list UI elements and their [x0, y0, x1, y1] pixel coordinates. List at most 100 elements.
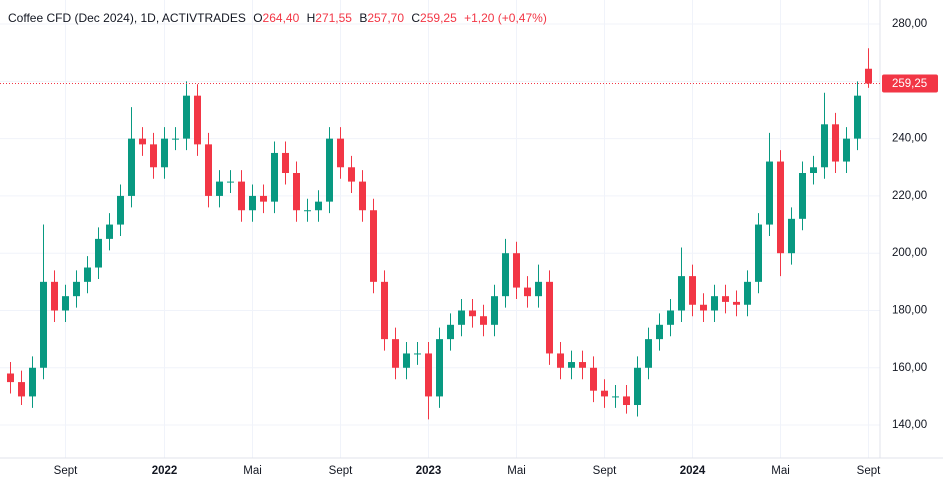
- candle-body: [810, 167, 817, 174]
- candle-body: [623, 396, 630, 406]
- candle-body: [260, 195, 267, 202]
- x-tick-label: Sept: [857, 465, 881, 477]
- x-tick-label: Mai: [507, 465, 526, 477]
- candle-body: [84, 267, 91, 282]
- y-tick-label: 140,00: [892, 419, 927, 431]
- candle-body: [172, 138, 179, 140]
- open-label: O: [253, 11, 262, 25]
- candle-body: [161, 138, 168, 168]
- candle-body: [832, 124, 839, 162]
- candle-body: [95, 238, 102, 268]
- candle-body: [513, 253, 520, 288]
- symbol-title: Coffee CFD (Dec 2024), 1D, ACTIVTRADES: [8, 11, 246, 25]
- candle-body: [634, 367, 641, 406]
- close-label: C: [411, 11, 420, 25]
- candle-body: [612, 396, 619, 398]
- y-tick-label: 240,00: [892, 133, 927, 145]
- y-tick-label: 280,00: [892, 18, 927, 30]
- candle-body: [62, 296, 69, 311]
- candle-body: [337, 138, 344, 168]
- candle-body: [766, 161, 773, 225]
- candle-body: [348, 167, 355, 182]
- candle-body: [183, 95, 190, 139]
- candle-body: [469, 310, 476, 317]
- candle-body: [678, 276, 685, 311]
- candle-body: [194, 95, 201, 145]
- candle-body: [73, 281, 80, 297]
- candle-body: [392, 339, 399, 368]
- x-tick-label: 2024: [680, 465, 706, 477]
- candle-body: [117, 195, 124, 225]
- candle-body: [359, 181, 366, 211]
- x-tick-label: 2022: [152, 465, 178, 477]
- candle-body: [458, 310, 465, 325]
- last-price-label: 259,25: [892, 78, 927, 90]
- candle-body: [689, 276, 696, 305]
- legend-header: Coffee CFD (Dec 2024), 1D, ACTIVTRADES O…: [8, 11, 547, 25]
- candle-body: [656, 324, 663, 340]
- candle-body: [150, 144, 157, 168]
- candle-body: [667, 310, 674, 325]
- change-value: +1,20 (+0,47%): [464, 11, 547, 25]
- low-label: B: [359, 11, 367, 25]
- candle-body: [106, 224, 113, 239]
- candle-body: [821, 124, 828, 168]
- candle-body: [29, 367, 36, 397]
- x-tick-label: Sept: [329, 465, 353, 477]
- candle-body: [381, 281, 388, 340]
- candle-body: [711, 296, 718, 311]
- candle-body: [777, 161, 784, 254]
- x-tick-label: 2023: [416, 465, 442, 477]
- candle-body: [238, 181, 245, 211]
- candle-body: [480, 316, 487, 325]
- candle-body: [502, 253, 509, 297]
- candle-body: [414, 353, 421, 355]
- last-price-tag: [882, 74, 938, 93]
- candle-body: [733, 301, 740, 305]
- candle-body: [843, 138, 850, 162]
- candle-body: [645, 339, 652, 368]
- x-tick-label: Mai: [243, 465, 262, 477]
- candle-body: [139, 138, 146, 145]
- x-tick-label: Sept: [593, 465, 617, 477]
- candle-body: [788, 218, 795, 254]
- candles: [7, 48, 872, 420]
- candle-body: [128, 138, 135, 196]
- candle-body: [601, 390, 608, 397]
- candle-body: [370, 210, 377, 282]
- candle-body: [403, 353, 410, 368]
- candle-body: [18, 382, 25, 397]
- x-tick-label: Mai: [771, 465, 790, 477]
- candle-body: [40, 281, 47, 368]
- candle-body: [271, 152, 278, 202]
- candle-body: [865, 68, 872, 84]
- candle-body: [524, 287, 531, 297]
- candle-body: [744, 281, 751, 305]
- y-tick-label: 160,00: [892, 362, 927, 374]
- candle-body: [590, 367, 597, 391]
- candle-body: [249, 195, 256, 211]
- high-value: 271,55: [315, 11, 352, 25]
- candle-body: [579, 362, 586, 368]
- candle-body: [293, 173, 300, 211]
- candle-body: [216, 181, 223, 196]
- candle-body: [326, 138, 333, 202]
- candle-body: [447, 324, 454, 340]
- candle-body: [722, 296, 729, 302]
- candle-body: [535, 281, 542, 297]
- y-tick-label: 200,00: [892, 247, 927, 259]
- candle-body: [799, 173, 806, 219]
- candle-body: [7, 373, 14, 383]
- candle-body: [755, 224, 762, 282]
- candle-body: [546, 281, 553, 354]
- candle-body: [425, 353, 432, 397]
- candle-body: [568, 362, 575, 368]
- candle-body: [854, 95, 861, 139]
- y-tick-label: 220,00: [892, 190, 927, 202]
- candle-body: [227, 181, 234, 183]
- close-value: 259,25: [420, 11, 457, 25]
- candle-body: [282, 152, 289, 174]
- low-value: 257,70: [367, 11, 404, 25]
